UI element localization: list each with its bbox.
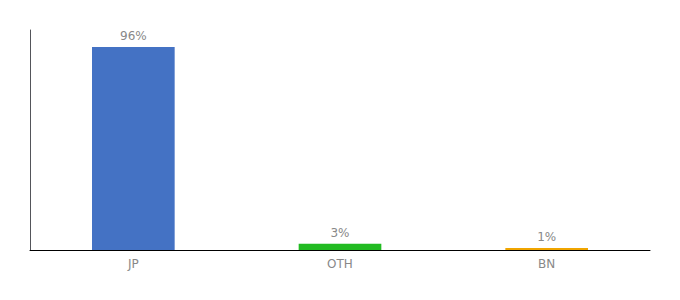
svg-text:1%: 1%	[537, 230, 556, 244]
svg-text:BN: BN	[538, 257, 555, 271]
svg-text:96%: 96%	[120, 29, 147, 43]
svg-text:JP: JP	[127, 257, 139, 271]
svg-text:OTH: OTH	[327, 257, 353, 271]
svg-text:3%: 3%	[330, 226, 349, 240]
